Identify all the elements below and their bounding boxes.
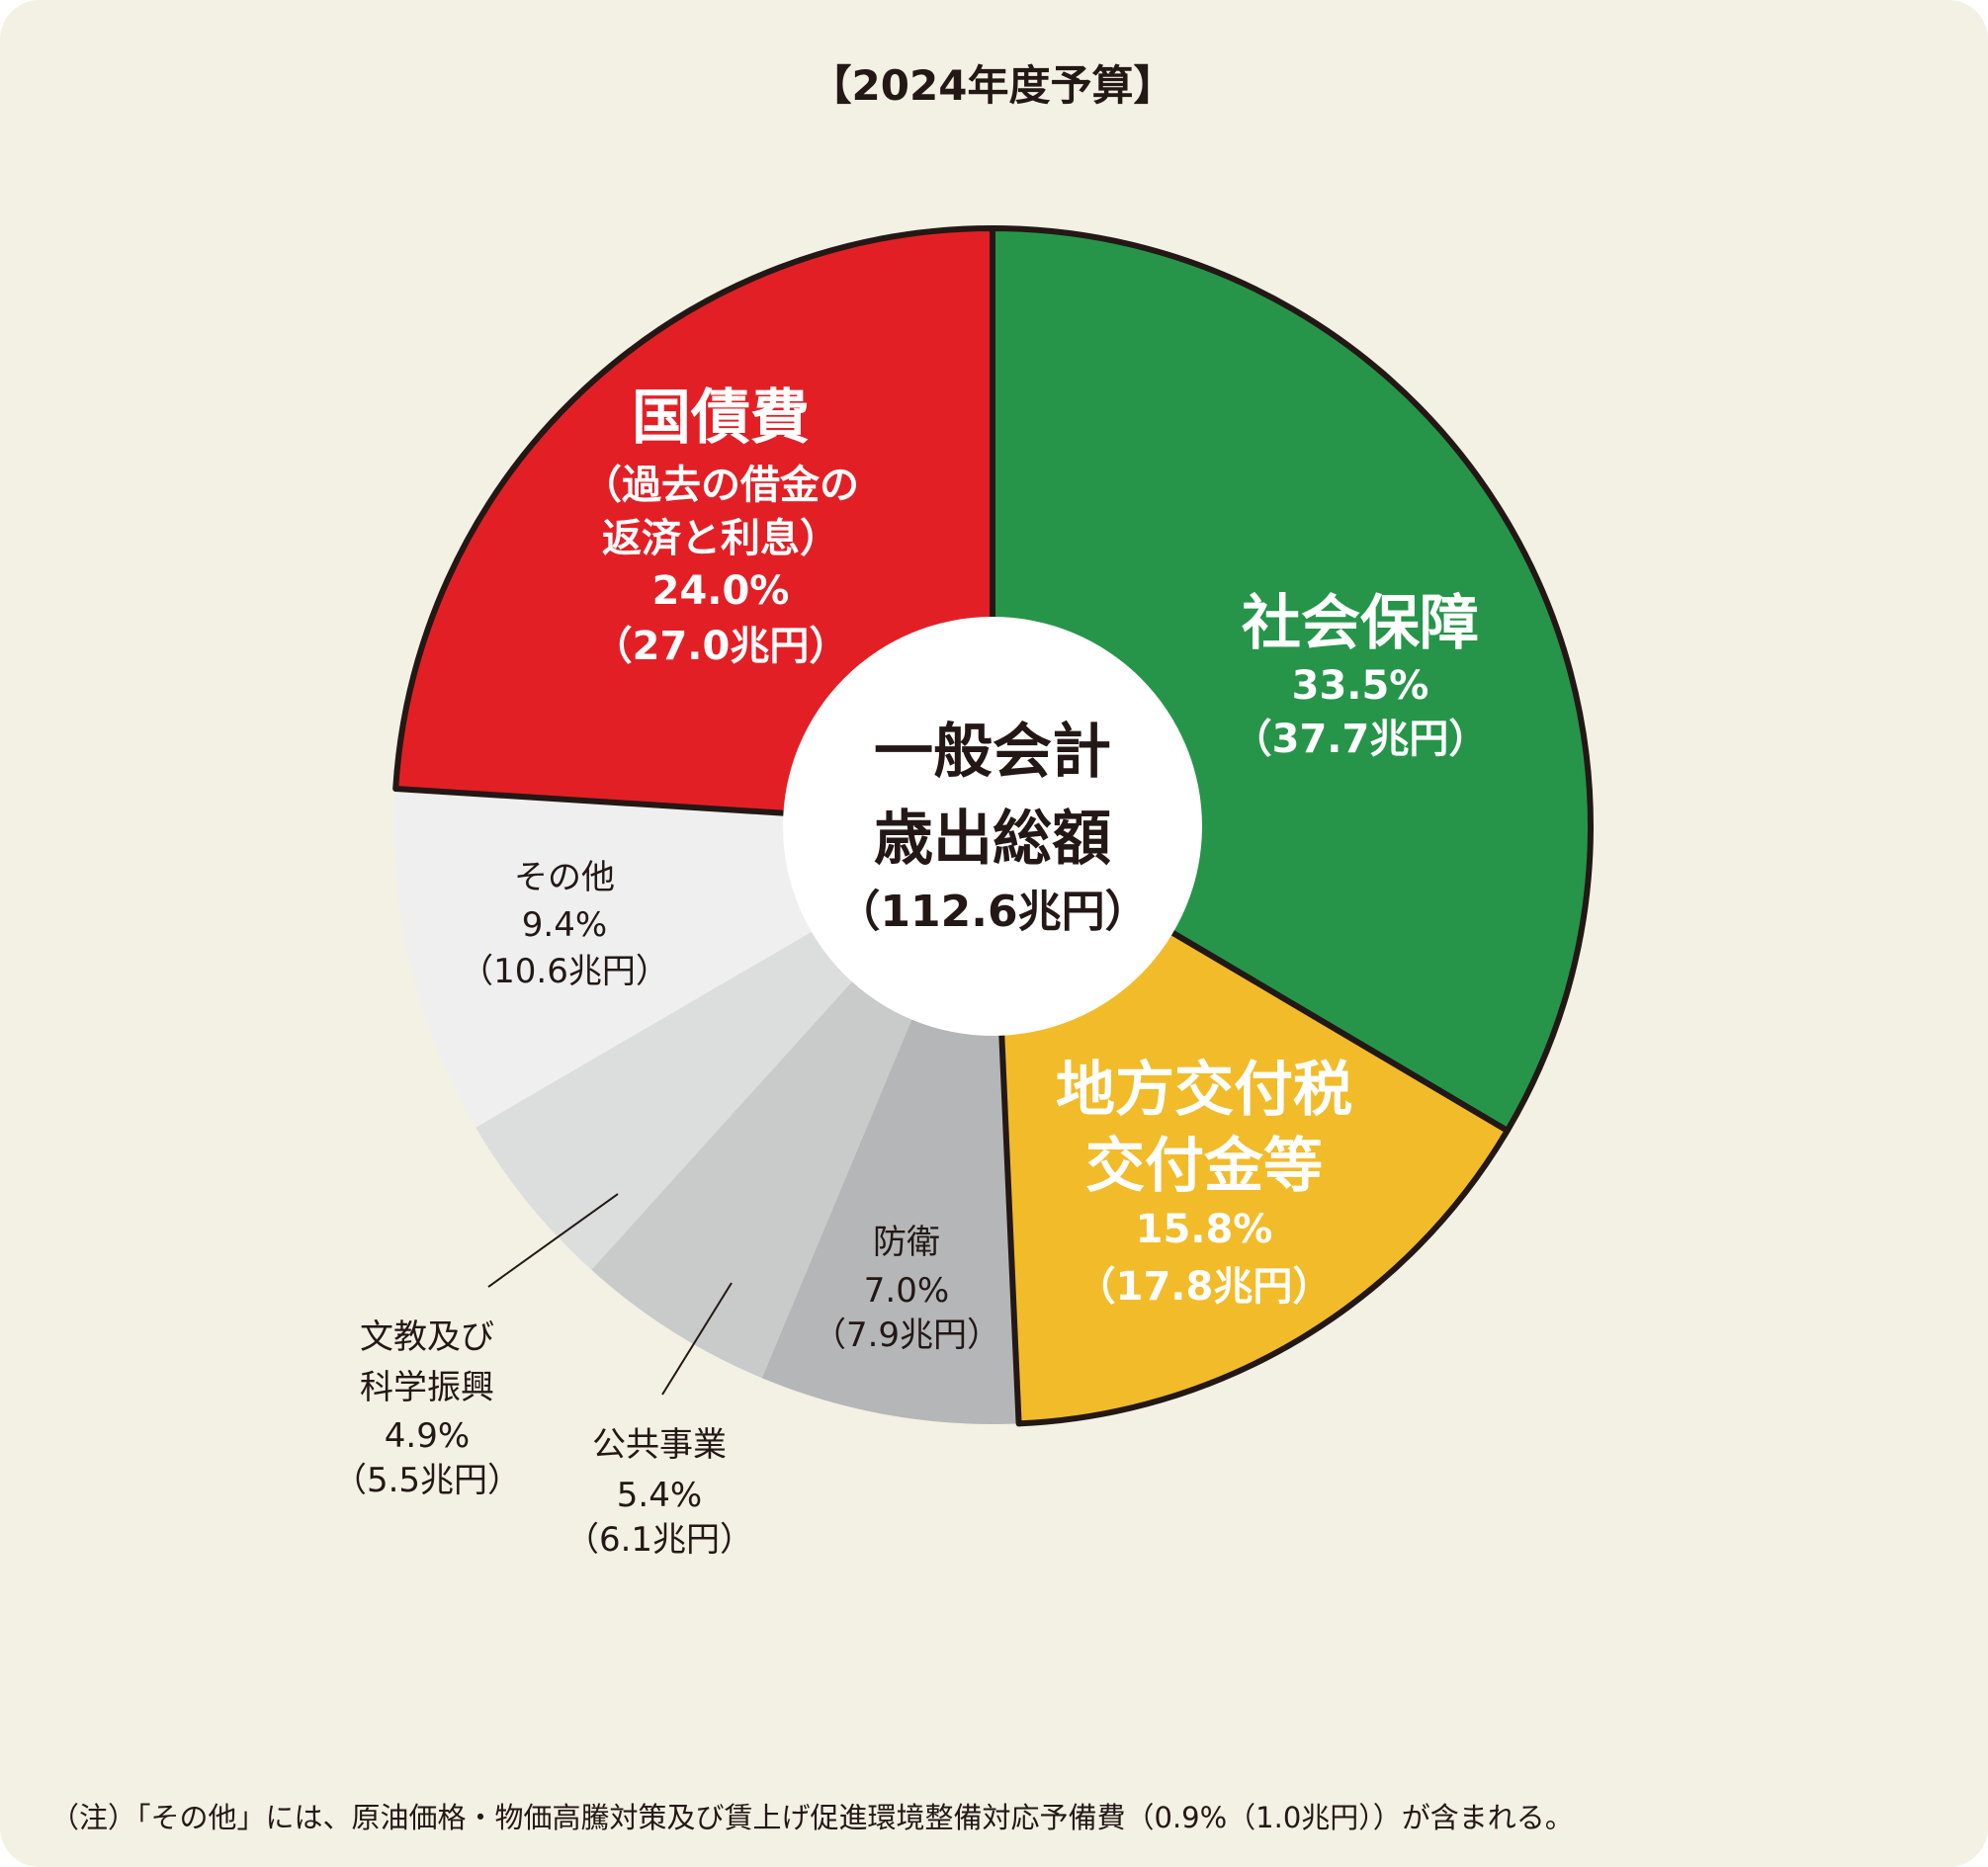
label-social-name: 社会保障 (1242, 589, 1479, 658)
label-education-pct: 4.9% (384, 1416, 471, 1456)
center-label-line1: 一般会計 (874, 718, 1111, 787)
label-public-works-amt: （6.1兆円） (564, 1520, 754, 1560)
center-label-line2: 歳出総額 (874, 805, 1111, 874)
label-debt-name: 国債費 (632, 383, 810, 453)
label-education-line1: 文教及び (360, 1317, 494, 1357)
footnote: （注）「その他」には、原油価格・物価高騰対策及び賃上げ促進環境整備対応予備費（0… (50, 1801, 1574, 1834)
label-debt-sub1: （過去の借金の (582, 463, 859, 508)
label-defense-amt: （7.9兆円） (812, 1315, 1001, 1355)
label-other-pct: 9.4% (521, 905, 608, 945)
label-social-pct: 33.5% (1291, 663, 1429, 709)
label-local-amt: （17.8兆円） (1076, 1264, 1333, 1310)
center-label-total: （112.6兆円） (836, 887, 1149, 937)
leader-line-public-works (661, 1282, 733, 1396)
label-defense-pct: 7.0% (863, 1271, 950, 1311)
label-education-line2: 科学振興 (360, 1368, 494, 1407)
label-local-line2: 交付金等 (1085, 1132, 1323, 1201)
label-local-line1: 地方交付税 (1056, 1056, 1352, 1125)
slice-6 (392, 225, 995, 829)
label-other-amt: （10.6兆円） (460, 952, 669, 991)
label-social-amt: （37.7兆円） (1232, 717, 1489, 762)
label-debt-sub2: 返済と利息） (602, 516, 839, 561)
label-public-works-name: 公共事業 (592, 1425, 727, 1465)
label-debt-amt: （27.0兆円） (592, 624, 849, 669)
label-defense-name: 防衛 (873, 1223, 940, 1262)
label-local-pct: 15.8% (1135, 1207, 1273, 1252)
label-other-name: その他 (514, 858, 615, 897)
label-debt-pct: 24.0% (651, 568, 790, 614)
label-education-amt: （5.5兆円） (332, 1461, 522, 1500)
chart-title: 【2024年度予算】 (810, 61, 1175, 110)
label-public-works-pct: 5.4% (616, 1476, 703, 1515)
donut-hole (783, 617, 1202, 1036)
leader-line-education (487, 1193, 619, 1288)
